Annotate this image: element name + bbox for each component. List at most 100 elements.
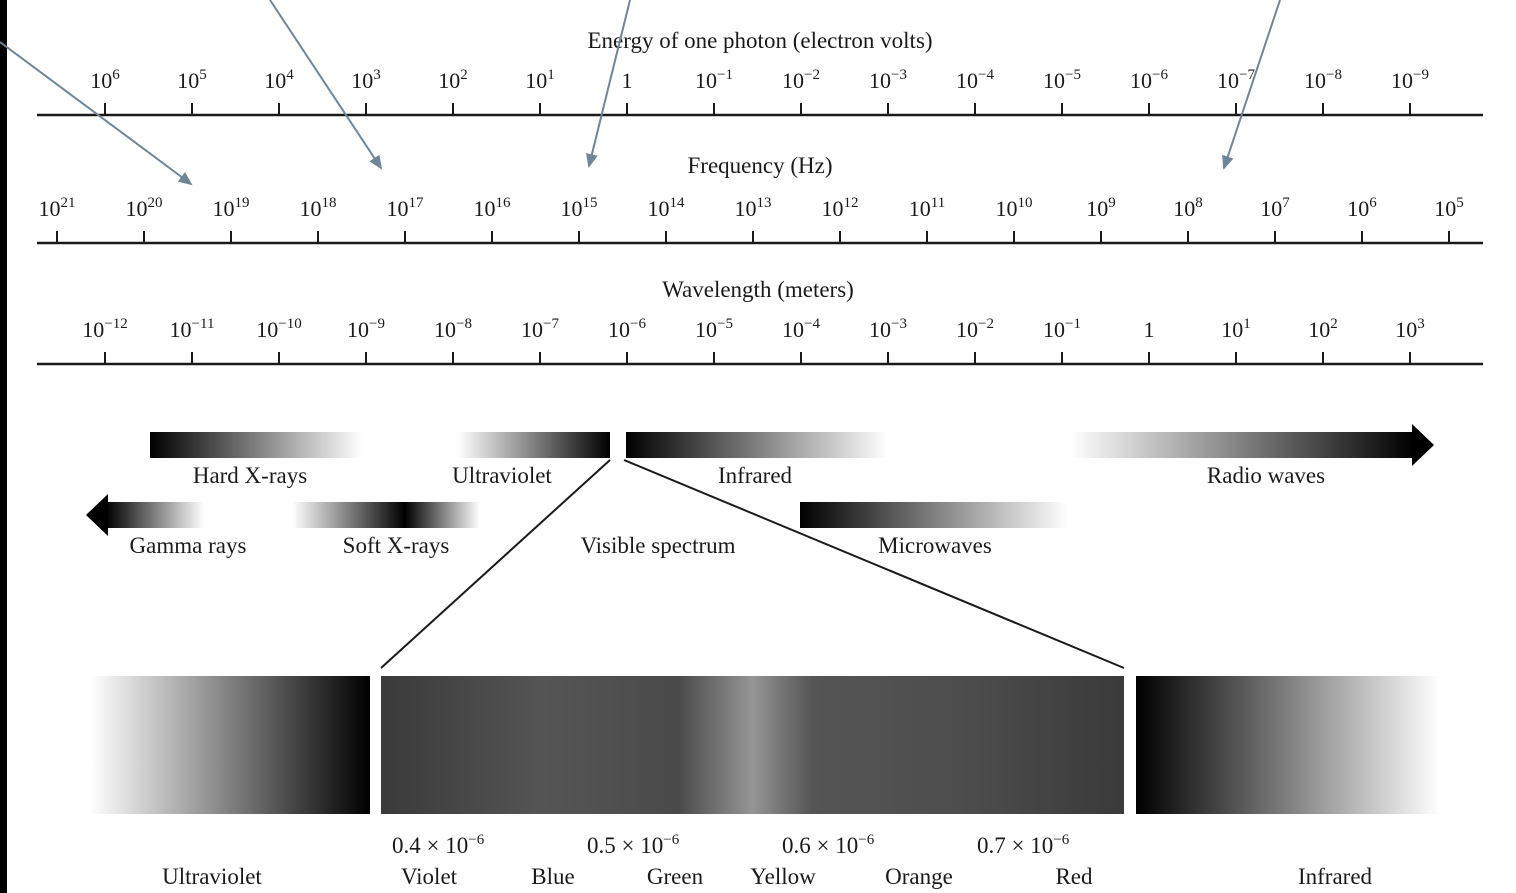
zoom-line-left (380, 459, 611, 669)
energy-tick-label: 105 (177, 67, 207, 93)
gamma-rays-arrow (86, 494, 204, 536)
microwaves-bar (800, 502, 1068, 528)
wavelength-axis-title: Wavelength (meters) (662, 277, 854, 302)
wavelength-tick-label: 10−5 (695, 316, 733, 342)
detail-infrared-label: Infrared (1298, 864, 1373, 889)
detail-wavelength-labels: 0.4 × 10−6 0.5 × 10−6 0.6 × 10−6 0.7 × 1… (392, 832, 1070, 858)
energy-tick-label: 103 (351, 67, 381, 93)
wavelength-tick-label: 10−4 (782, 316, 820, 342)
color-green-label: Green (647, 864, 704, 889)
pointer-arrow-4 (1222, 0, 1281, 170)
energy-tick-label: 10−9 (1391, 67, 1429, 93)
visible-zoom-lines (380, 459, 1125, 669)
ultraviolet-bar (458, 432, 610, 458)
detail-infrared-bar (1136, 676, 1440, 814)
wavelength-04-label: 0.4 × 10−6 (392, 832, 485, 858)
wavelength-tick-label: 103 (1395, 316, 1425, 342)
wavelength-tick-label: 101 (1221, 316, 1251, 342)
frequency-tick-label: 1017 (387, 195, 425, 221)
frequency-tick-label: 1013 (735, 195, 772, 221)
color-blue-label: Blue (531, 864, 574, 889)
wavelength-tick-label: 10−7 (521, 316, 559, 342)
wavelength-tick-label: 1 (1144, 317, 1155, 342)
gamma-rays-bar (106, 502, 204, 528)
hard-xrays-label: Hard X-rays (193, 463, 307, 488)
energy-tick-label: 106 (90, 67, 120, 93)
frequency-axis-title: Frequency (Hz) (688, 153, 833, 178)
energy-axis: Energy of one photon (electron volts) 10… (37, 28, 1483, 117)
wavelength-tick-label: 10−9 (347, 316, 385, 342)
frequency-tick-label: 108 (1173, 195, 1203, 221)
wavelength-06-label: 0.6 × 10−6 (782, 832, 875, 858)
color-orange-label: Orange (885, 864, 953, 889)
pointer-arrow-1 (0, 41, 193, 186)
soft-xrays-bar (292, 502, 480, 528)
energy-tick-label: 10−2 (782, 67, 820, 93)
ultraviolet-label: Ultraviolet (452, 463, 552, 488)
radio-waves-label: Radio waves (1207, 463, 1325, 488)
detail-visible-bar (381, 676, 1124, 814)
zoom-line-right (623, 459, 1125, 669)
wavelength-tick-label: 10−1 (1043, 316, 1081, 342)
band-bars: Hard X-rays Ultraviolet Infrared Radio w… (86, 424, 1434, 558)
energy-axis-ticks: 106 105 104 103 102 101 1 10−1 10−2 10−3 10−4 10−5 1… (90, 67, 1429, 115)
frequency-tick-label: 1021 (39, 195, 76, 221)
wavelength-tick-label: 10−10 (256, 316, 301, 342)
energy-tick-label: 10−8 (1304, 67, 1342, 93)
wavelength-tick-label: 102 (1308, 316, 1338, 342)
frequency-tick-label: 106 (1347, 195, 1377, 221)
hard-xrays-bar (150, 432, 362, 458)
frequency-axis: Frequency (Hz) 1021 1020 1019 1018 1017 1016 1… (37, 153, 1483, 245)
radio-waves-arrowhead (1412, 424, 1434, 466)
pointer-arrow-2 (269, 0, 383, 170)
energy-tick-label: 10−1 (695, 67, 733, 93)
visible-detail: 0.4 × 10−6 0.5 × 10−6 0.6 × 10−6 0.7 × 1… (90, 676, 1440, 889)
color-violet-label: Violet (401, 864, 458, 889)
frequency-tick-label: 1014 (648, 195, 686, 221)
frequency-tick-label: 1010 (996, 195, 1033, 221)
frequency-tick-label: 1018 (300, 195, 337, 221)
frequency-tick-label: 1016 (474, 195, 512, 221)
wavelength-tick-label: 10−2 (956, 316, 994, 342)
soft-xrays-label: Soft X-rays (343, 533, 450, 558)
frequency-tick-label: 1015 (561, 195, 598, 221)
wavelength-tick-label: 10−3 (869, 316, 907, 342)
color-red-label: Red (1055, 864, 1093, 889)
frequency-tick-label: 105 (1434, 195, 1464, 221)
frequency-tick-label: 1020 (126, 195, 163, 221)
detail-ultraviolet-label: Ultraviolet (162, 864, 262, 889)
wavelength-axis-ticks: 10−12 10−11 10−10 10−9 10−8 10−7 10−6 10−5 10−4 1… (82, 316, 1425, 364)
wavelength-07-label: 0.7 × 10−6 (977, 832, 1070, 858)
energy-tick-label: 10−5 (1043, 67, 1081, 93)
detail-color-labels: Ultraviolet Violet Blue Green Yellow Ora… (162, 864, 1372, 889)
wavelength-tick-label: 10−11 (170, 316, 215, 342)
energy-tick-label: 101 (525, 67, 555, 93)
color-yellow-label: Yellow (750, 864, 816, 889)
radio-waves-bar (1070, 432, 1414, 458)
energy-tick-label: 10−6 (1130, 67, 1168, 93)
gamma-rays-arrowhead (86, 494, 108, 536)
frequency-tick-label: 1012 (822, 195, 859, 221)
detail-ultraviolet-bar (90, 676, 370, 814)
gamma-rays-label: Gamma rays (130, 533, 247, 558)
wavelength-tick-label: 10−12 (82, 316, 127, 342)
frequency-tick-label: 1011 (909, 195, 945, 221)
frequency-axis-ticks: 1021 1020 1019 1018 1017 1016 1015 1014 1013 1012… (39, 195, 1464, 243)
microwaves-label: Microwaves (878, 533, 992, 558)
visible-spectrum-label: Visible spectrum (580, 533, 735, 558)
pointer-arrows (0, 0, 1281, 186)
infrared-bar (626, 432, 888, 458)
frequency-tick-label: 1019 (213, 195, 250, 221)
frequency-tick-label: 109 (1086, 195, 1116, 221)
energy-tick-label: 10−4 (956, 67, 994, 93)
radio-waves-arrow (1070, 424, 1434, 466)
pointer-arrow-3 (586, 0, 631, 168)
energy-tick-label: 104 (264, 67, 294, 93)
wavelength-axis: Wavelength (meters) 10−12 10−11 10−10 10−9 1… (37, 277, 1483, 366)
infrared-label: Infrared (718, 463, 793, 488)
energy-tick-label: 102 (438, 67, 468, 93)
energy-tick-label: 1 (622, 68, 633, 93)
energy-tick-label: 10−3 (869, 67, 907, 93)
frequency-tick-label: 107 (1260, 195, 1290, 221)
